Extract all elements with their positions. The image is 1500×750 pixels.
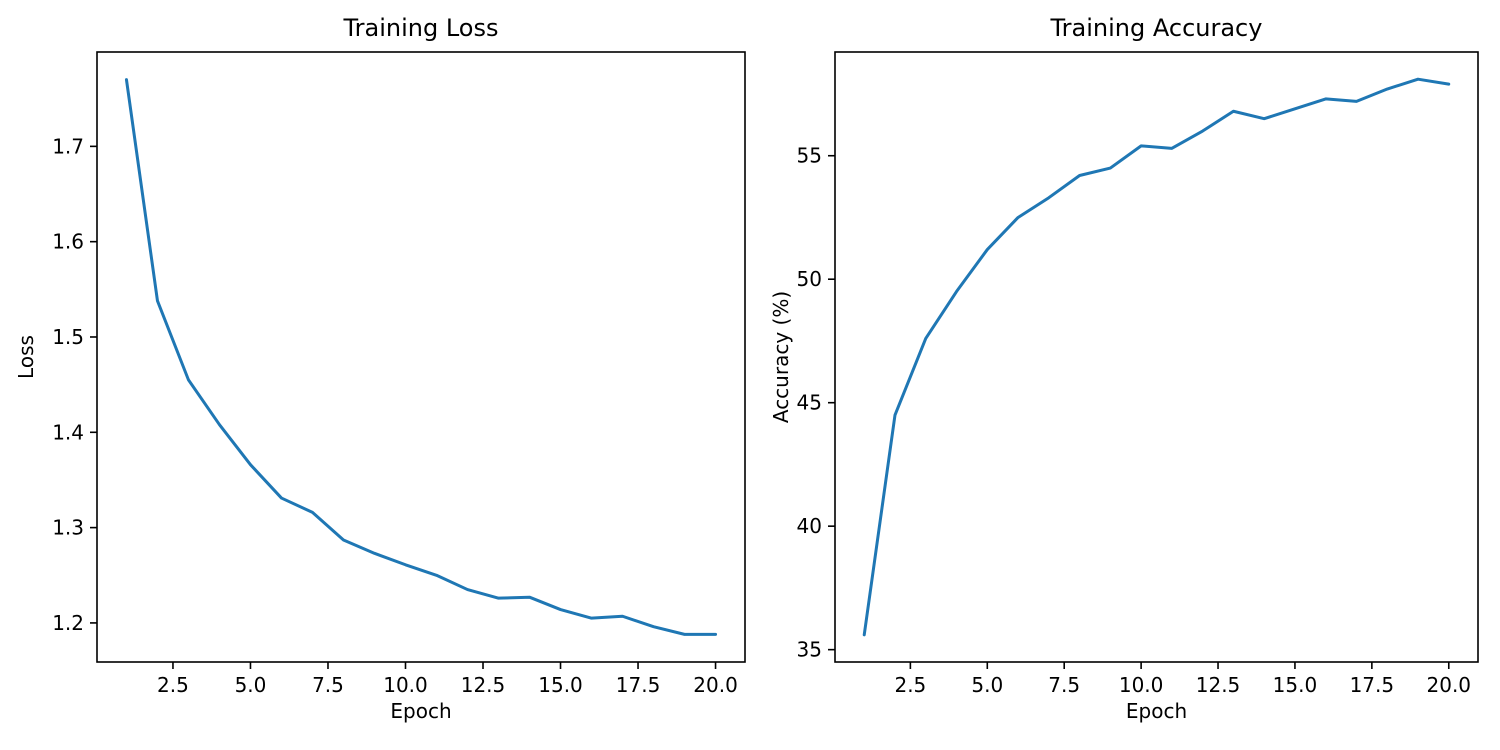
x-tick-label: 10.0: [383, 673, 428, 697]
x-tick-label: 20.0: [1427, 673, 1472, 697]
accuracy-line: [862, 77, 1451, 637]
x-tick-label: 17.5: [616, 673, 661, 697]
y-tick-label: 45: [797, 391, 822, 415]
x-axis-label: Epoch: [1126, 699, 1187, 723]
x-tick-label: 2.5: [157, 673, 189, 697]
y-axis-label: Loss: [14, 335, 38, 379]
x-tick-label: 15.0: [1273, 673, 1318, 697]
y-tick-label: 40: [797, 514, 822, 538]
y-tick-label: 1.2: [52, 611, 84, 635]
axes-box: [96, 51, 746, 663]
y-tick-label: 1.4: [52, 420, 84, 444]
x-tick-label: 20.0: [693, 673, 738, 697]
loss-line: [124, 78, 718, 636]
x-tick-label: 2.5: [894, 673, 926, 697]
y-tick-label: 1.7: [52, 134, 84, 158]
x-tick-label: 5.0: [235, 673, 267, 697]
x-tick-label: 17.5: [1350, 673, 1395, 697]
chart-title: Training Loss: [343, 14, 499, 42]
axes-box: [834, 51, 1479, 663]
x-tick-label: 12.5: [1196, 673, 1241, 697]
x-tick-label: 7.5: [1048, 673, 1080, 697]
y-tick-label: 55: [797, 144, 822, 168]
x-tick-label: 12.5: [461, 673, 506, 697]
y-tick-label: 1.6: [52, 230, 84, 254]
y-tick-label: 1.5: [52, 325, 84, 349]
training-accuracy-chart: 2.5 5.0 7.5 10.0 12.5 15.0 17.5 20.0 35 40 45 50 55 T…: [769, 14, 1479, 723]
y-axis-label: Accuracy (%): [769, 291, 793, 423]
training-accuracy-subplot: 2.5 5.0 7.5 10.0 12.5 15.0 17.5 20.0 35 40 45 50 55 T…: [750, 0, 1500, 750]
x-tick-label: 7.5: [312, 673, 344, 697]
x-axis-label: Epoch: [390, 699, 451, 723]
chart-title: Training Accuracy: [1050, 14, 1263, 42]
x-tick-label: 5.0: [971, 673, 1003, 697]
y-tick-label: 1.3: [52, 516, 84, 540]
x-tick-label: 15.0: [538, 673, 583, 697]
training-loss-chart: 2.5 5.0 7.5 10.0 12.5 15.0 17.5 20.0 1.2 1.3 1.4 1.…: [14, 14, 746, 723]
training-loss-subplot: 2.5 5.0 7.5 10.0 12.5 15.0 17.5 20.0 1.2 1.3 1.4 1.…: [14, 14, 746, 723]
y-tick-label: 50: [797, 267, 822, 291]
y-tick-label: 35: [797, 638, 822, 662]
x-tick-label: 10.0: [1119, 673, 1164, 697]
